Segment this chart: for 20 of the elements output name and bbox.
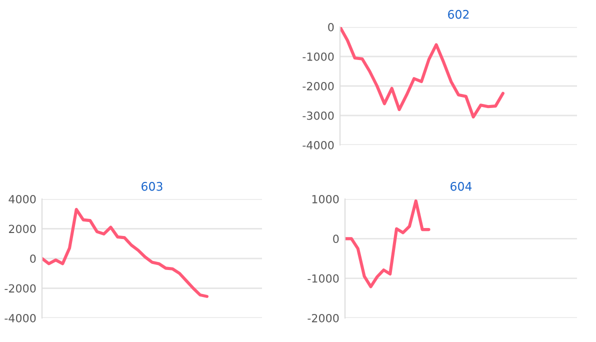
line-series [345,199,430,288]
chart-title: 604 [450,182,472,191]
y-tick-label: -2000 [4,284,36,293]
y-tick-label: -3000 [302,111,334,120]
chart-title: 602 [448,10,469,19]
line-series [42,208,209,298]
y-tick-label: -2000 [308,314,339,322]
y-tick-label: 4000 [8,194,36,204]
y-tick-label: 1000 [312,194,339,204]
y-tick-label: -1000 [302,52,334,61]
y-tick-label: -1000 [308,274,339,283]
y-tick-label: 0 [328,22,334,32]
y-tick-label: 2000 [8,224,36,234]
y-tick-label: 0 [30,254,36,263]
line-series [340,27,504,119]
y-tick-label: -4000 [4,314,36,322]
y-tick-label: -2000 [302,82,334,90]
chart-title: 603 [142,182,162,191]
y-tick-label: -4000 [302,140,334,150]
y-tick-label: 0 [333,234,339,244]
